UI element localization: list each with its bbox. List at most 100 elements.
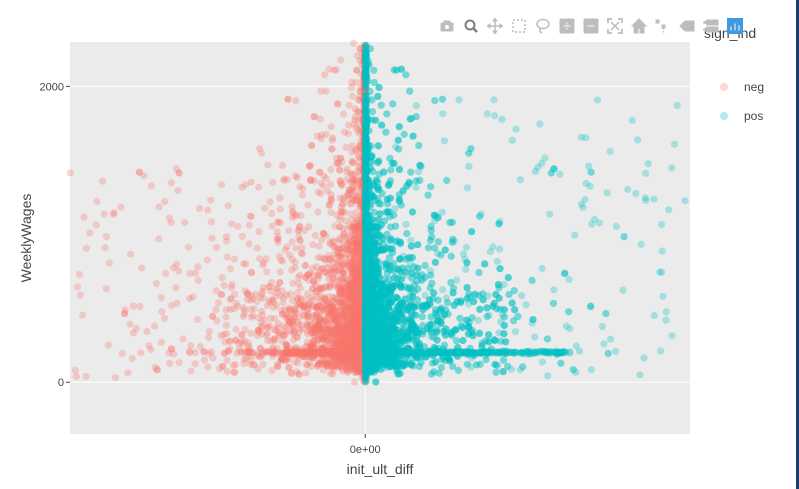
point-neg [284,349,292,357]
point-neg [255,326,263,334]
point-neg [359,325,368,333]
point-neg [337,286,345,294]
point-neg [245,221,253,229]
point-neg [205,327,213,335]
point-neg [93,197,101,205]
point-neg [175,267,183,275]
point-neg [354,126,362,134]
point-neg [274,320,282,328]
point-neg [352,124,360,132]
point-neg [354,265,362,273]
point-neg [320,333,328,342]
point-neg [317,333,325,341]
point-neg [80,213,88,221]
point-neg [337,208,345,216]
point-neg [104,341,112,349]
point-neg [340,128,349,136]
point-neg [204,206,212,214]
point-neg [295,370,303,378]
point-neg [357,321,365,330]
point-neg [346,338,354,346]
point-neg [326,369,335,378]
point-neg [277,292,285,300]
point-neg [175,169,183,177]
point-neg [276,205,284,213]
point-neg [291,212,299,220]
point-neg [337,56,345,64]
point-neg [345,245,353,254]
point-neg [167,219,175,227]
point-neg [359,326,367,334]
point-neg [352,310,360,319]
point-neg [358,347,366,355]
point-neg [247,357,255,365]
point-neg [160,314,168,322]
point-neg [334,249,342,257]
point-neg [350,314,358,323]
point-neg [238,232,246,240]
point-neg [247,329,255,337]
point-neg [267,337,275,345]
point-neg [168,301,176,309]
point-neg [321,268,329,276]
point-neg [313,348,321,356]
point-neg [143,327,151,336]
point-neg [342,143,350,151]
point-neg [361,326,369,334]
point-neg [353,334,361,342]
point-neg [257,318,265,326]
point-neg [317,236,326,244]
point-neg [355,315,363,323]
point-neg [350,337,359,345]
point-neg [322,357,330,365]
point-neg [295,300,303,309]
point-neg [348,331,356,339]
point-neg [118,349,126,358]
point-neg [336,333,344,341]
point-neg [302,296,311,304]
point-neg [242,181,250,189]
point-neg [348,142,356,150]
point-neg [351,296,359,305]
point-neg [348,320,357,328]
point-neg [341,298,349,306]
point-neg [288,321,297,329]
point-neg [302,369,310,377]
point-neg [341,253,349,261]
point-neg [339,329,347,337]
plot-panel[interactable] [70,42,690,434]
point-neg [356,349,365,357]
point-neg [343,165,351,173]
point-neg [352,311,360,319]
point-neg [332,266,340,274]
point-neg [274,233,282,241]
point-neg [352,295,361,303]
point-neg [150,322,159,330]
point-neg [263,268,271,276]
point-neg [353,174,361,182]
point-neg [360,368,368,376]
point-neg [329,356,337,364]
point-neg [346,320,354,328]
point-neg [292,97,300,105]
point-neg [288,238,296,246]
point-neg [358,200,366,208]
point-neg [283,355,291,363]
point-neg [279,299,287,307]
point-neg [117,203,125,211]
point-neg [222,321,230,329]
point-neg [71,366,79,374]
point-neg [240,260,248,268]
point-neg [349,347,357,355]
point-neg [196,342,204,350]
point-neg [348,250,356,258]
point-neg [323,349,331,357]
point-neg [155,235,163,243]
point-neg [352,146,360,154]
point-neg [253,244,261,252]
point-neg [226,305,234,313]
point-neg [354,331,362,339]
point-neg [247,269,256,277]
point-neg [329,242,337,250]
point-neg [343,258,351,266]
